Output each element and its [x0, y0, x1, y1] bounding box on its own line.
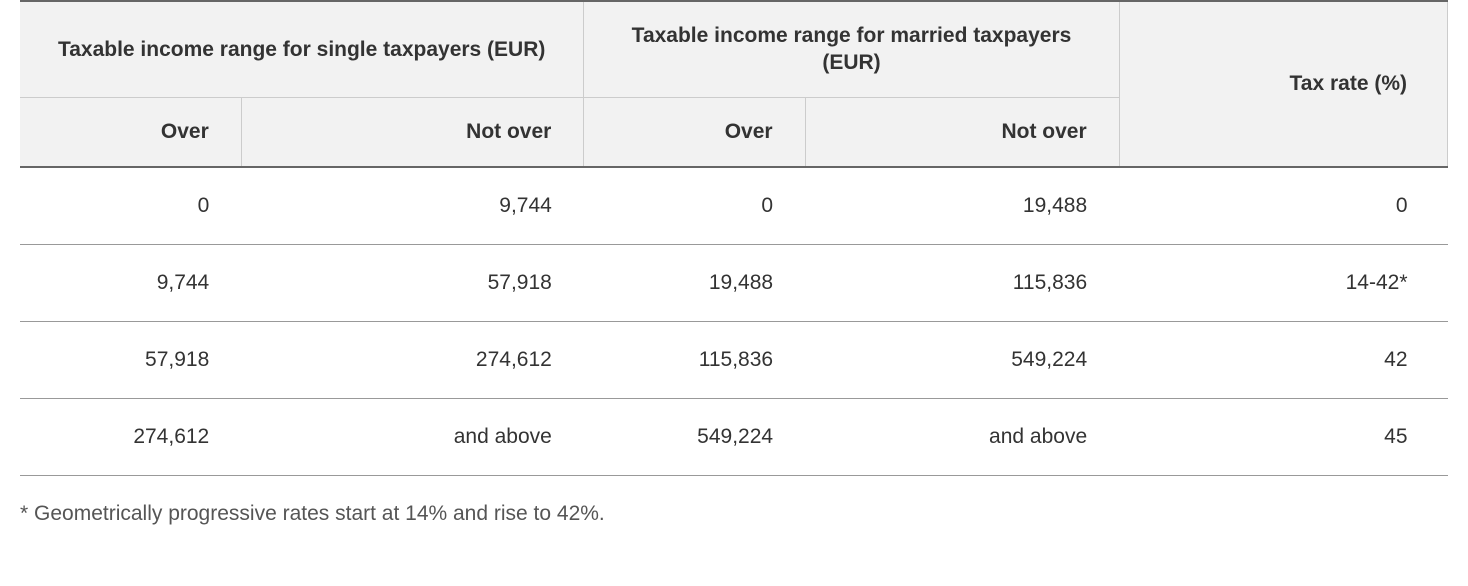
table-header-row-1: Taxable income range for single taxpayer…: [20, 1, 1448, 97]
footnote-text: * Geometrically progressive rates start …: [0, 476, 1468, 546]
cell-tax-rate: 42: [1119, 321, 1447, 398]
cell-single-over: 57,918: [20, 321, 241, 398]
cell-married-notover: and above: [805, 398, 1119, 475]
header-tax-rate: Tax rate (%): [1119, 1, 1447, 167]
header-single-taxpayers: Taxable income range for single taxpayer…: [20, 1, 584, 97]
cell-single-notover: 274,612: [241, 321, 584, 398]
cell-married-notover: 19,488: [805, 167, 1119, 245]
cell-married-over: 549,224: [584, 398, 805, 475]
table-body: 0 9,744 0 19,488 0 9,744 57,918 19,488 1…: [20, 167, 1448, 476]
cell-tax-rate: 45: [1119, 398, 1447, 475]
cell-married-over: 0: [584, 167, 805, 245]
cell-married-notover: 115,836: [805, 244, 1119, 321]
header-married-taxpayers: Taxable income range for married taxpaye…: [584, 1, 1119, 97]
cell-single-notover: 57,918: [241, 244, 584, 321]
cell-single-over: 274,612: [20, 398, 241, 475]
table-row: 0 9,744 0 19,488 0: [20, 167, 1448, 245]
subheader-married-notover: Not over: [805, 97, 1119, 167]
cell-married-notover: 549,224: [805, 321, 1119, 398]
subheader-married-over: Over: [584, 97, 805, 167]
table-row: 57,918 274,612 115,836 549,224 42: [20, 321, 1448, 398]
subheader-single-over: Over: [20, 97, 241, 167]
cell-single-over: 9,744: [20, 244, 241, 321]
cell-tax-rate: 14-42*: [1119, 244, 1447, 321]
cell-married-over: 19,488: [584, 244, 805, 321]
cell-single-over: 0: [20, 167, 241, 245]
table-row: 9,744 57,918 19,488 115,836 14-42*: [20, 244, 1448, 321]
cell-single-notover: and above: [241, 398, 584, 475]
subheader-single-notover: Not over: [241, 97, 584, 167]
tax-rate-table: Taxable income range for single taxpayer…: [20, 0, 1448, 476]
tax-table-container: Taxable income range for single taxpayer…: [0, 0, 1468, 476]
cell-married-over: 115,836: [584, 321, 805, 398]
cell-tax-rate: 0: [1119, 167, 1447, 245]
cell-single-notover: 9,744: [241, 167, 584, 245]
table-row: 274,612 and above 549,224 and above 45: [20, 398, 1448, 475]
